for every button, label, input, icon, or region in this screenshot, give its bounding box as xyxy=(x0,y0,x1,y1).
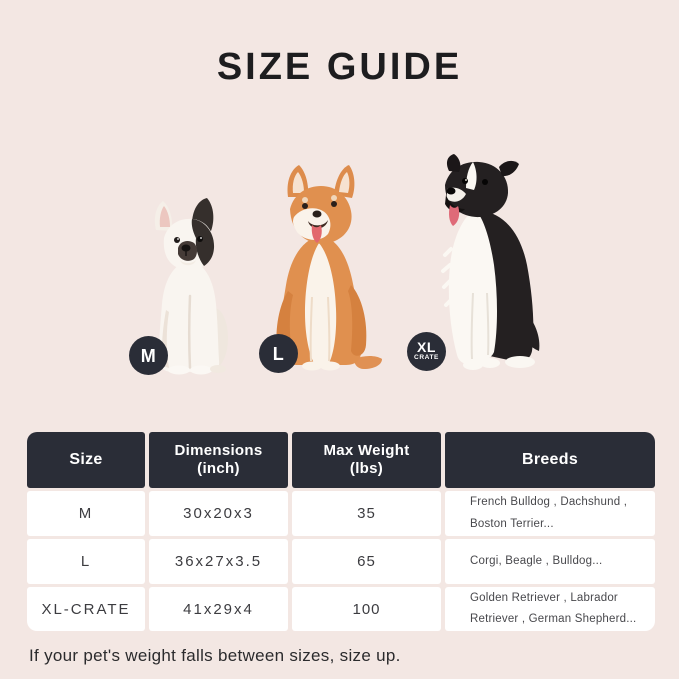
header-cell-dimensions: Dimensions (inch) xyxy=(149,432,288,488)
cell-max-weight-m: 35 xyxy=(292,491,441,536)
shiba-inu-illustration xyxy=(276,165,382,371)
size-up-note: If your pet's weight falls between sizes… xyxy=(29,646,401,665)
border-collie-illustration xyxy=(441,154,540,370)
header-label: Dimensions xyxy=(174,442,263,459)
cell-size-m: M xyxy=(27,491,145,536)
cell-dimensions-l: 36x27x3.5 xyxy=(149,539,288,584)
cell-breeds-m: French Bulldog , Dachshund , Boston Terr… xyxy=(445,491,655,536)
size-badge-xl-crate: XL CRATE xyxy=(407,332,446,371)
badge-label: XL xyxy=(417,339,436,356)
size-badge-l: L xyxy=(259,334,298,373)
badge-label: L xyxy=(272,343,285,364)
cell-max-weight-l: 65 xyxy=(292,539,441,584)
header-label: Size xyxy=(69,451,103,469)
cell-max-weight-xl-crate: 100 xyxy=(292,587,441,631)
breeds-line: Retriever , German Shepherd... xyxy=(470,613,637,625)
breeds-line: Boston Terrier... xyxy=(470,517,554,530)
size-table: Size Dimensions (inch) Max Weight (lbs) … xyxy=(27,432,655,631)
header-label: Max Weight xyxy=(323,442,410,459)
header-cell-breeds: Breeds xyxy=(445,432,655,488)
cell-dimensions-xl-crate: 41x29x4 xyxy=(149,587,288,631)
cell-size-xl-crate: XL-CRATE xyxy=(27,587,145,631)
badge-label: M xyxy=(140,345,157,366)
cell-dimensions-m: 30x20x3 xyxy=(149,491,288,536)
header-cell-size: Size xyxy=(27,432,145,488)
cell-breeds-xl-crate: Golden Retriever , Labrador Retriever , … xyxy=(445,587,655,631)
breeds-line: Golden Retriever , Labrador xyxy=(470,591,618,604)
header-cell-max-weight: Max Weight (lbs) xyxy=(292,432,441,488)
header-label: (lbs) xyxy=(349,460,384,477)
badge-sub-label: CRATE xyxy=(414,354,439,362)
cell-breeds-l: Corgi, Beagle , Bulldog... xyxy=(445,539,655,584)
header-label: Breeds xyxy=(521,451,579,469)
breeds-line: Corgi, Beagle , Bulldog... xyxy=(470,554,603,567)
breeds-line: French Bulldog , Dachshund , xyxy=(470,496,628,509)
size-badge-m: M xyxy=(129,336,168,375)
french-bulldog-illustration xyxy=(154,198,228,375)
page-title: SIZE GUIDE xyxy=(216,46,463,88)
cell-size-l: L xyxy=(27,539,145,584)
header-label: (inch) xyxy=(197,460,240,477)
